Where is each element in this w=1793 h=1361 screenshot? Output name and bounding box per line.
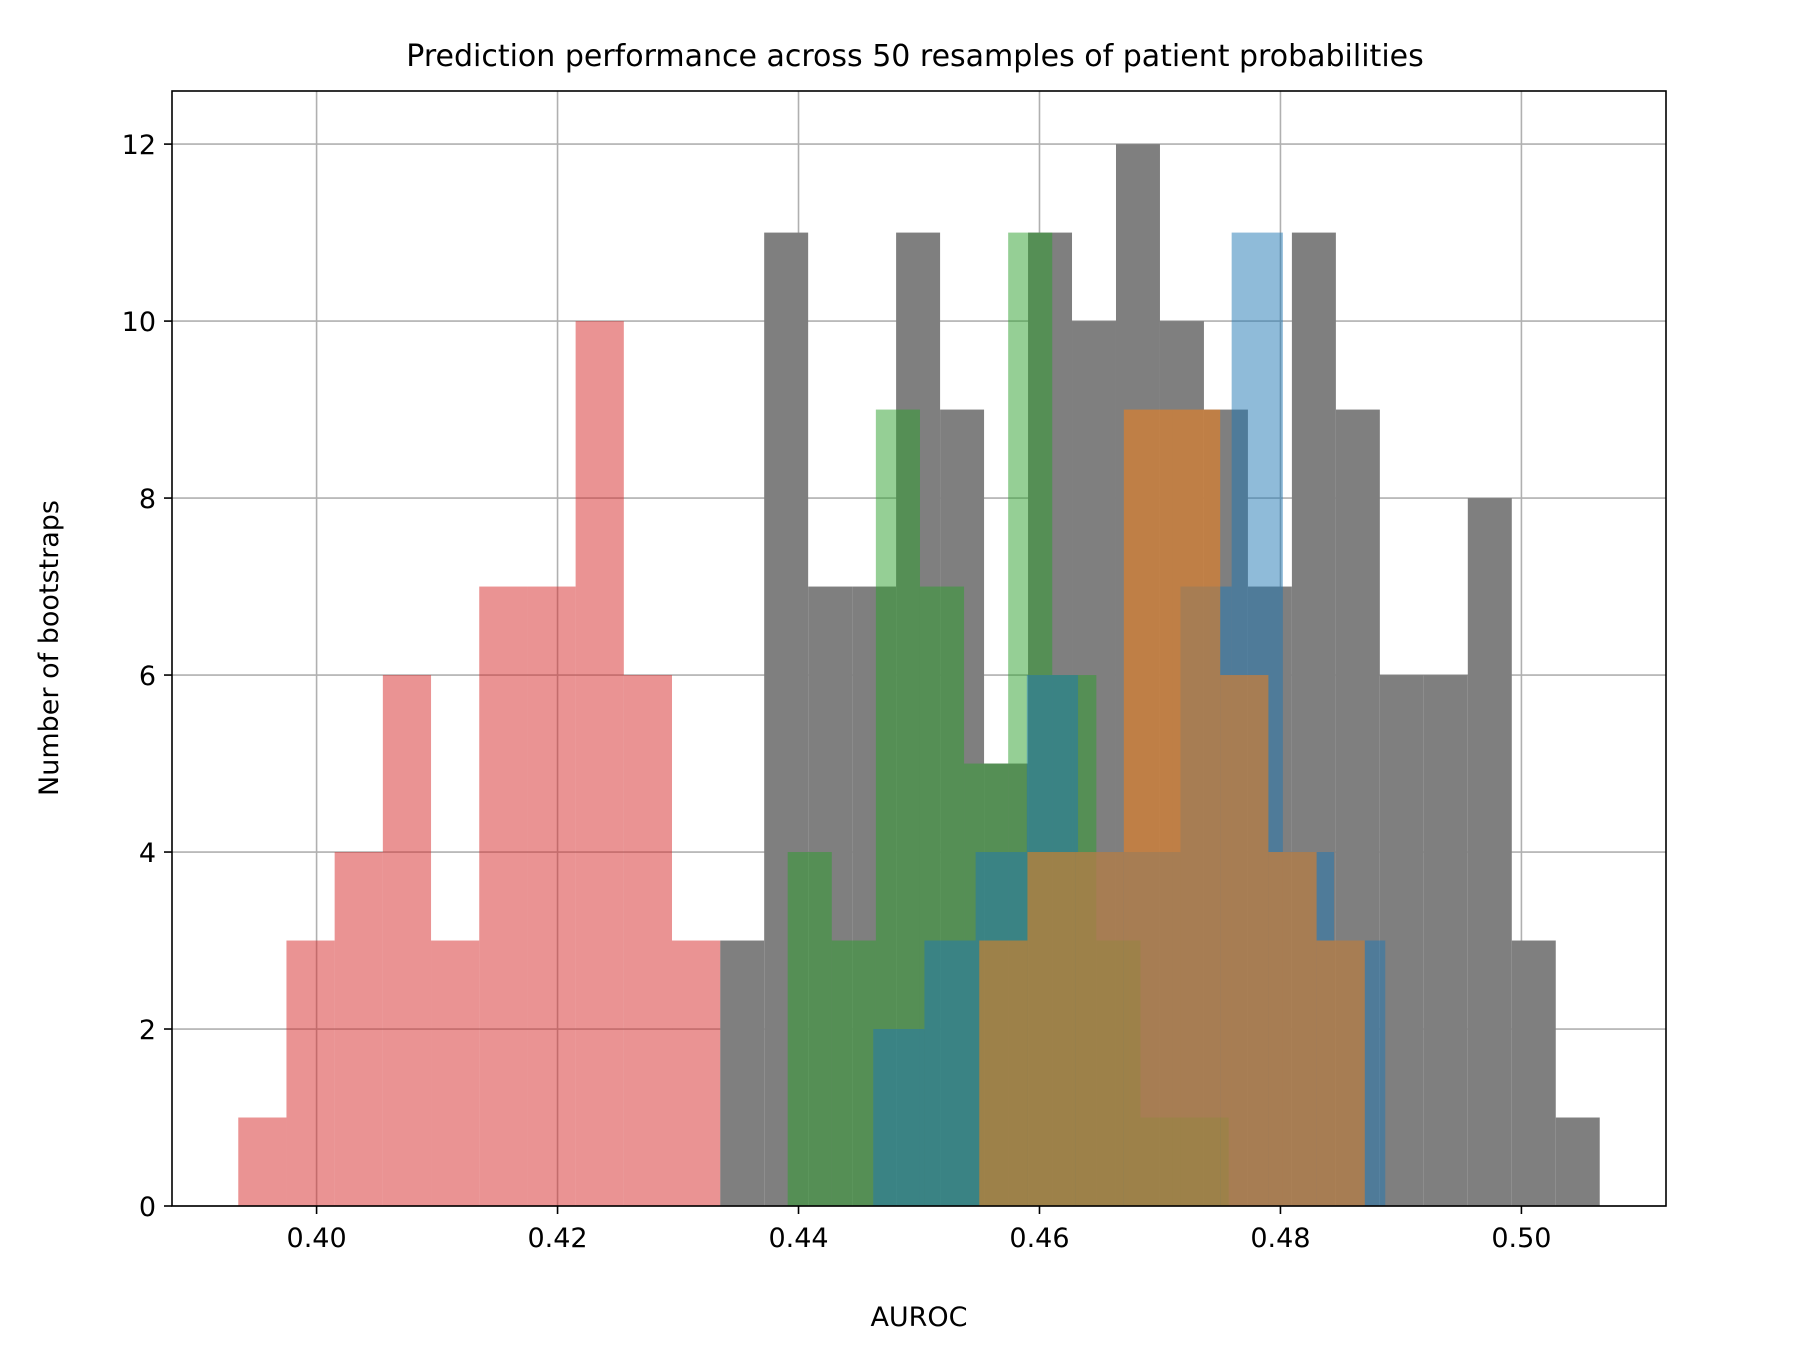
x-tick-label: 0.42 xyxy=(527,1223,587,1254)
histogram-bar xyxy=(286,940,335,1206)
histogram-bar xyxy=(831,940,876,1206)
histogram-bar xyxy=(334,852,383,1206)
histogram-bar xyxy=(1123,409,1173,1207)
chart-title: Prediction performance across 50 resampl… xyxy=(406,39,1424,74)
x-tick-label: 0.48 xyxy=(1250,1223,1310,1254)
x-tick-label: 0.44 xyxy=(768,1223,828,1254)
histogram-bar xyxy=(672,940,721,1206)
x-tick-label: 0.40 xyxy=(287,1223,347,1254)
histogram-bar xyxy=(1027,852,1076,1206)
y-tick-label: 6 xyxy=(139,661,156,692)
y-tick-label: 8 xyxy=(139,484,156,515)
y-axis: 0 2 4 6 8 10 12 xyxy=(122,130,172,1223)
x-axis-label: AUROC xyxy=(870,1302,967,1333)
histogram-bar xyxy=(873,1029,925,1206)
histogram-bar xyxy=(787,852,832,1206)
histogram-bar xyxy=(1172,409,1221,1207)
histogram-bar xyxy=(623,675,673,1206)
histogram-bar xyxy=(238,1117,287,1206)
histogram-bar xyxy=(479,586,528,1206)
x-tick-label: 0.50 xyxy=(1491,1223,1551,1254)
y-tick-label: 10 xyxy=(122,307,156,338)
histogram-bar xyxy=(924,940,976,1206)
histogram-bar xyxy=(431,940,480,1206)
y-tick-label: 2 xyxy=(139,1015,156,1046)
histogram-bar xyxy=(1423,675,1468,1206)
plot-bars xyxy=(238,144,1600,1207)
x-axis: 0.40 0.42 0.44 0.46 0.48 0.50 xyxy=(287,1206,1551,1254)
histogram-bar xyxy=(1316,940,1365,1206)
x-tick-label: 0.46 xyxy=(1009,1223,1069,1254)
plot-frame xyxy=(171,90,1667,1207)
histogram-bar xyxy=(382,675,432,1206)
y-tick-label: 0 xyxy=(139,1192,156,1223)
histogram-bar xyxy=(979,940,1028,1206)
histogram-bar xyxy=(1555,1117,1600,1206)
histogram-bar xyxy=(575,321,624,1207)
histogram-bar xyxy=(1379,675,1424,1206)
histogram-bar xyxy=(720,940,765,1206)
y-axis-label: Number of bootstraps xyxy=(34,500,65,796)
y-tick-label: 12 xyxy=(122,130,156,161)
histogram-bar xyxy=(1075,852,1124,1206)
histogram-bar xyxy=(1467,498,1512,1207)
histogram-bar xyxy=(527,586,576,1206)
histogram-bar xyxy=(1511,940,1556,1206)
y-tick-label: 4 xyxy=(139,838,156,869)
histogram-bar xyxy=(1268,852,1317,1206)
histogram-bar xyxy=(1220,675,1269,1206)
